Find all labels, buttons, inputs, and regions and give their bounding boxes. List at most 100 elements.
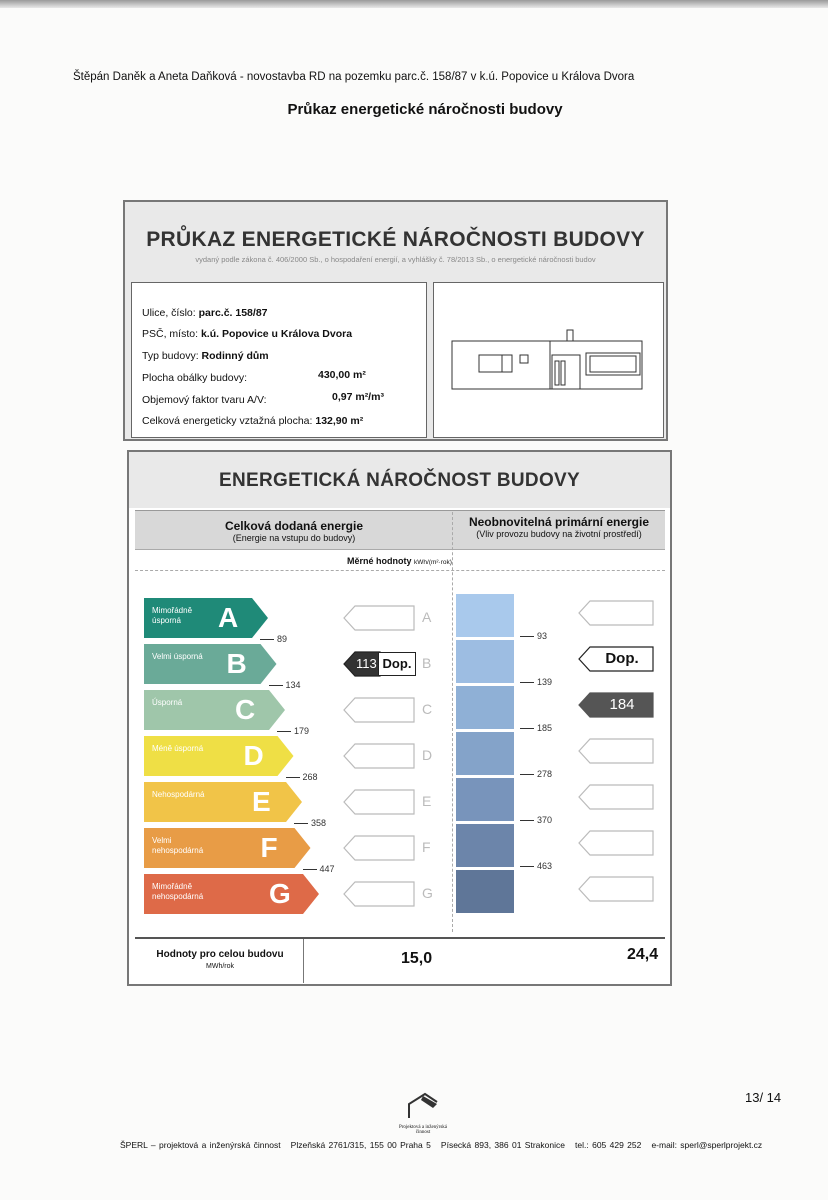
shape-label: Objemový faktor tvaru A/V:	[142, 394, 267, 406]
class-letter: D	[243, 740, 264, 771]
area-value: 132,90 m²	[315, 415, 364, 427]
page-header: Štěpán Daněk a Aneta Daňková - novostavb…	[73, 71, 635, 83]
footer-address: ŠPERL – projektová a inženýrská činnost …	[120, 1140, 763, 1150]
right-threshold: 278	[520, 769, 552, 779]
primary-reference-label: Dop.	[605, 650, 639, 667]
class-letter: A	[218, 602, 239, 633]
left-class-letter: C	[422, 701, 433, 717]
energy-class-e: Nehospodárná E	[144, 782, 302, 822]
building-info: Ulice, číslo: parc.č. 158/87 PSČ, místo:…	[131, 282, 427, 438]
primary-energy-value: 184	[609, 696, 635, 713]
total-primary-energy: 24,4	[627, 946, 659, 963]
right-empty-pointer	[578, 784, 654, 810]
energy-class-f: Velmi nehospodárná F	[144, 828, 311, 868]
left-class-letter: B	[422, 655, 432, 671]
primary-energy-bar	[456, 824, 514, 867]
class-label: Méně úsporná	[152, 744, 204, 753]
delivered-energy-pointer	[343, 651, 381, 677]
street-value: parc.č. 158/87	[198, 307, 268, 319]
class-label: Velmi úsporná	[152, 652, 203, 661]
right-threshold: 93	[520, 631, 547, 641]
city-value: k.ú. Popovice u Králova Dvora	[200, 328, 353, 340]
page-number: 13/ 14	[745, 1090, 782, 1105]
delivered-energy-value: 113	[356, 656, 377, 671]
card-subtitle: vydaný podle zákona č. 406/2000 Sb., o h…	[195, 255, 596, 264]
type-value: Rodinný dům	[201, 350, 269, 362]
primary-energy-bar	[456, 870, 514, 913]
class-label: Úsporná	[152, 698, 183, 707]
certificate-card: PRŮKAZ ENERGETICKÉ NÁROČNOSTI BUDOVY vyd…	[123, 200, 668, 441]
left-empty-pointer	[343, 789, 415, 815]
class-label: Mimořádně úsporná	[152, 606, 193, 625]
card-title: PRŮKAZ ENERGETICKÉ NÁROČNOSTI BUDOVY	[146, 228, 645, 251]
class-label: Mimořádně nehospodárná	[152, 882, 204, 901]
column-headers: Celková dodaná energie (Energie na vstupu…	[135, 510, 665, 550]
left-class-letter: F	[422, 839, 431, 855]
left-class-letter: E	[422, 793, 432, 809]
right-threshold: 139	[520, 677, 552, 687]
rating-title: ENERGETICKÁ NÁROČNOST BUDOVY	[219, 470, 580, 491]
document-title: Průkaz energetické náročnosti budovy	[287, 101, 563, 118]
left-column-subtitle: (Energie na vstupu do budovy)	[232, 533, 356, 543]
class-letter: B	[226, 648, 247, 679]
class-label: Velmi nehospodárná	[152, 836, 204, 855]
right-threshold: 463	[520, 861, 552, 871]
left-threshold: 268	[286, 772, 318, 782]
right-threshold: 370	[520, 815, 552, 825]
right-empty-pointer	[578, 830, 654, 856]
primary-energy-bar	[456, 778, 514, 821]
primary-energy-bar	[456, 594, 514, 637]
scan-edge	[0, 0, 828, 8]
energy-class-d: Méně úsporná D	[144, 736, 294, 776]
left-threshold: 358	[294, 818, 326, 828]
right-column-subtitle: (Vliv provozu budovy na životní prostřed…	[476, 529, 642, 539]
street-label: Ulice, číslo:	[142, 307, 196, 319]
energy-class-a: Mimořádně úsporná A	[144, 598, 268, 638]
energy-class-c: Úsporná C	[144, 690, 285, 730]
primary-reference-pointer	[578, 646, 654, 672]
primary-energy-bar	[456, 732, 514, 775]
right-empty-pointer	[578, 600, 654, 626]
left-threshold: 89	[260, 634, 287, 644]
left-class-letter: A	[422, 609, 432, 625]
class-letter: G	[269, 878, 291, 909]
energy-class-g: Mimořádně nehospodárná G	[144, 874, 319, 914]
class-letter: C	[235, 694, 256, 725]
shape-value: 0,97 m²/m³	[332, 391, 384, 403]
envelope-value: 430,00 m²	[318, 369, 366, 381]
left-empty-pointer	[343, 835, 415, 861]
left-class-letter: D	[422, 747, 433, 763]
logo-text: Projektová a inženýrská činnost	[398, 1125, 448, 1135]
unit-value: kWh/(m²·rok)	[414, 559, 452, 566]
house-logo-icon	[408, 1092, 438, 1118]
envelope-label: Plocha obálky budovy:	[142, 372, 248, 384]
left-column-title: Celková dodaná energie	[224, 519, 364, 533]
total-label: Hodnoty pro celou budovu MWh/rok	[156, 949, 284, 970]
right-column-title: Neobnovitelná primární energie	[468, 515, 650, 529]
left-threshold: 447	[303, 864, 335, 874]
unit-row: Měrné hodnoty kWh/(m²·rok)	[129, 556, 670, 566]
class-letter: F	[260, 832, 278, 863]
unit-label: Měrné hodnoty	[347, 556, 412, 566]
left-empty-pointer	[343, 697, 415, 723]
city-label: PSČ, místo:	[142, 328, 199, 340]
left-class-letter: G	[422, 885, 433, 901]
primary-energy-bar	[456, 640, 514, 683]
total-unit: MWh/rok	[206, 963, 234, 970]
primary-energy-bar	[456, 686, 514, 729]
total-delivered-energy: 15,0	[401, 950, 433, 967]
company-logo: Projektová a inženýrská činnost	[398, 1090, 448, 1135]
column-divider	[452, 512, 453, 932]
class-letter: E	[252, 786, 271, 817]
class-label: Nehospodárná	[152, 790, 205, 799]
right-empty-pointer	[578, 738, 654, 764]
type-label: Typ budovy:	[142, 350, 199, 362]
area-label: Celková energeticky vztažná plocha:	[142, 415, 313, 427]
house-elevation-drawing	[451, 329, 643, 390]
left-empty-pointer	[343, 881, 415, 907]
primary-energy-pointer	[578, 692, 654, 718]
right-empty-pointer	[578, 876, 654, 902]
right-threshold: 185	[520, 723, 552, 733]
left-empty-pointer	[343, 605, 415, 631]
left-threshold: 134	[269, 680, 301, 690]
